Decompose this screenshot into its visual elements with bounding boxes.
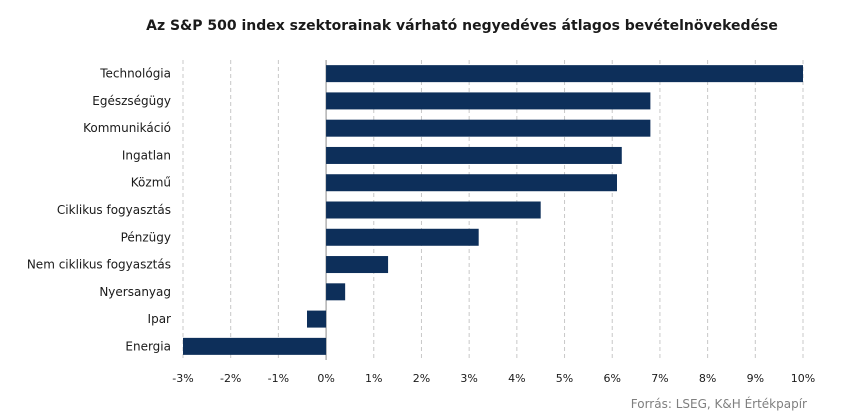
category-label: Technológia <box>99 67 171 81</box>
x-tick-label: -3% <box>172 372 193 385</box>
x-tick-label: 8% <box>699 372 716 385</box>
x-tick-label: 4% <box>508 372 525 385</box>
x-axis-tick-labels: -3% -2% -1% 0% 1% 2% 3% 4% 5% 6% 7% 8% 9% 10% <box>172 372 815 385</box>
x-tick-label: 9% <box>747 372 764 385</box>
category-label: Ciklikus fogyasztás <box>57 203 171 217</box>
category-label: Ipar <box>148 312 172 326</box>
x-tick-label: 7% <box>651 372 668 385</box>
bar <box>326 283 346 301</box>
category-label: Pénzügy <box>121 230 171 244</box>
x-tick-label: 2% <box>413 372 430 385</box>
category-labels: Technológia Egészségügy Kommunikáció Ingatl… <box>27 67 171 354</box>
source-note: Forrás: LSEG, K&H Értékpapír <box>631 396 807 411</box>
category-label: Közmű <box>131 176 171 190</box>
bar <box>307 310 327 328</box>
category-label: Energia <box>125 339 171 353</box>
bar <box>326 256 389 274</box>
bar <box>326 174 617 192</box>
bar <box>326 228 479 246</box>
category-label: Nem ciklikus fogyasztás <box>27 258 171 272</box>
bars <box>183 65 803 355</box>
x-tick-label: 3% <box>460 372 477 385</box>
x-tick-label: 1% <box>365 372 382 385</box>
x-tick-label: -1% <box>268 372 289 385</box>
chart-title: Az S&P 500 index szektorainak várható ne… <box>146 18 778 34</box>
bar <box>326 146 622 164</box>
category-label: Egészségügy <box>92 94 171 108</box>
x-tick-label: 6% <box>604 372 621 385</box>
x-tick-label: -2% <box>220 372 241 385</box>
category-label: Nyersanyag <box>99 285 171 299</box>
x-tick-label: 5% <box>556 372 573 385</box>
bar <box>326 65 803 83</box>
x-tick-label: 10% <box>791 372 815 385</box>
bar <box>183 337 327 355</box>
bar <box>326 119 651 137</box>
category-label: Kommunikáció <box>83 121 171 135</box>
x-tick-label: 0% <box>317 372 334 385</box>
bar <box>326 201 541 219</box>
bar <box>326 92 651 110</box>
category-label: Ingatlan <box>122 148 171 162</box>
